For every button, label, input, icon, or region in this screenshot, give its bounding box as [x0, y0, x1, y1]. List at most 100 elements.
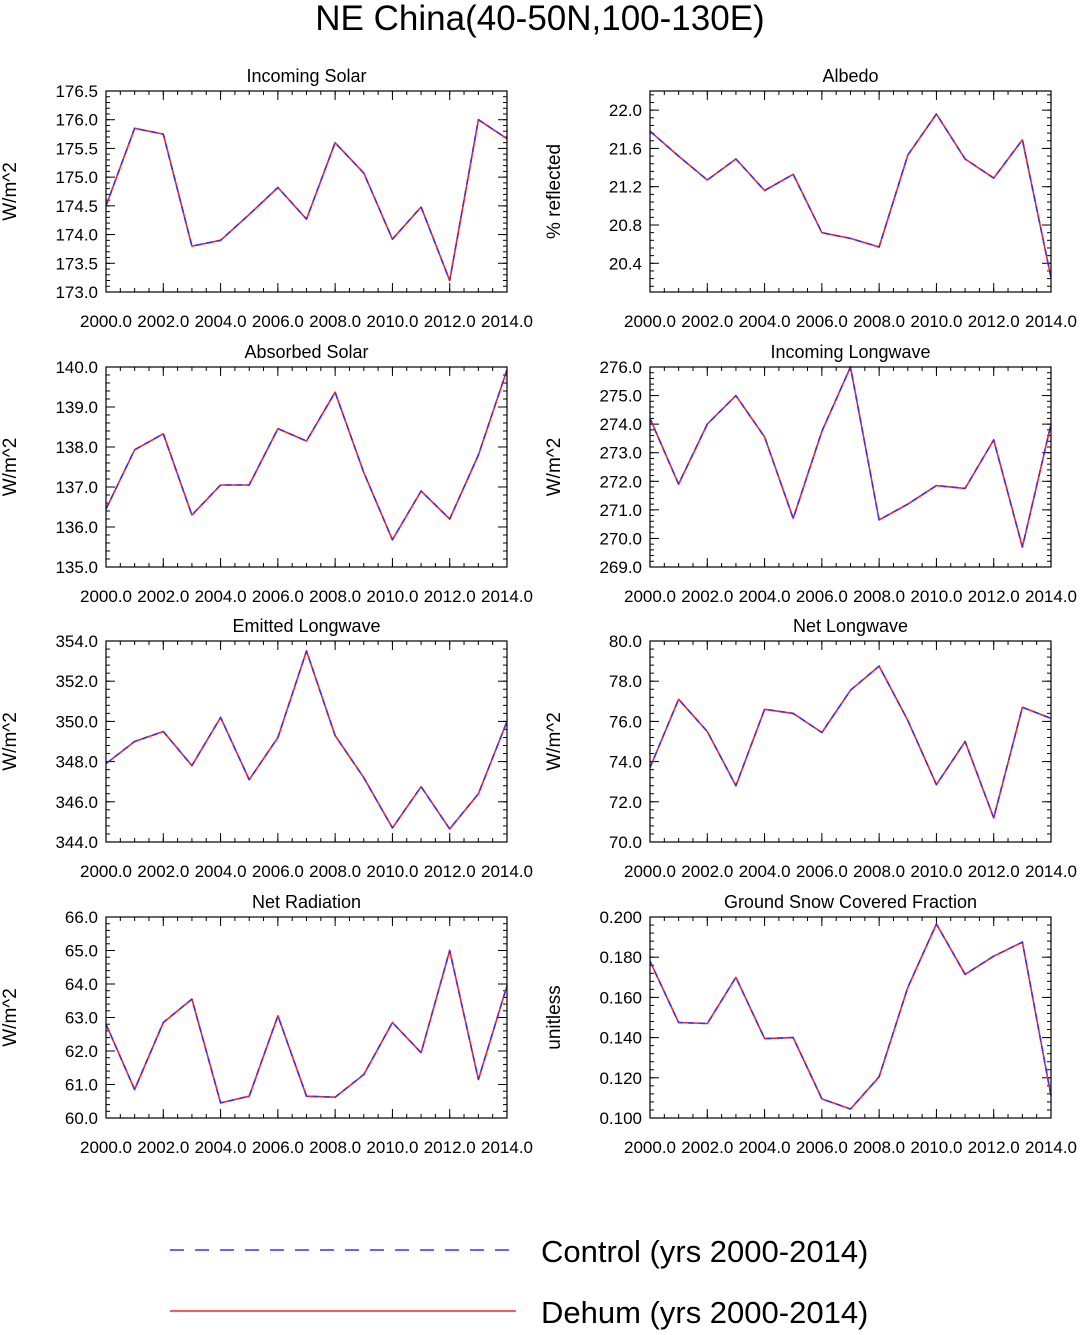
x-tick-label: 2002.0	[137, 1138, 189, 1157]
y-tick-label: 174.0	[55, 226, 98, 245]
x-tick-label: 2008.0	[309, 587, 361, 606]
series-line-dehum	[649, 366, 1052, 548]
y-axis-label: W/m^2	[0, 162, 21, 221]
plot-frame	[649, 90, 1052, 293]
y-tick-label: 350.0	[55, 712, 98, 731]
x-tick-label: 2014.0	[481, 312, 533, 331]
y-tick-label: 176.0	[55, 111, 98, 130]
y-tick-label: 0.100	[599, 1109, 642, 1128]
legend-control-label: Control (yrs 2000-2014)	[541, 1234, 868, 1269]
x-tick-label: 2010.0	[366, 587, 418, 606]
chart-panel: Absorbed Solar W/m^2 2000.0 2002.0 2004.0 200…	[0, 342, 533, 606]
chart-panel: Net Radiation W/m^2 2000.0 2002.0 2004.0 2006…	[0, 892, 533, 1157]
y-tick-label: 63.0	[65, 1009, 98, 1028]
y-tick-label: 76.0	[609, 712, 642, 731]
series-line-control	[105, 949, 508, 1104]
x-tick-label: 2012.0	[424, 587, 476, 606]
x-tick-label: 2000.0	[624, 587, 676, 606]
x-tick-label: 2008.0	[309, 1138, 361, 1157]
plot-frame	[105, 90, 508, 293]
y-tick-label: 62.0	[65, 1042, 98, 1061]
chart-title: Incoming Longwave	[770, 342, 930, 362]
x-tick-label: 2000.0	[624, 1138, 676, 1157]
x-tick-label: 2010.0	[910, 587, 962, 606]
series-line-dehum	[649, 665, 1052, 819]
x-tick-label: 2012.0	[968, 1138, 1020, 1157]
y-tick-label: 20.8	[609, 216, 642, 235]
series-line-dehum	[105, 650, 508, 830]
y-tick-label: 70.0	[609, 833, 642, 852]
plot-frame	[649, 916, 1052, 1119]
x-tick-label: 2012.0	[968, 587, 1020, 606]
y-tick-label: 78.0	[609, 672, 642, 691]
y-tick-label: 0.180	[599, 948, 642, 967]
y-tick-label: 176.5	[55, 82, 98, 101]
x-tick-label: 2006.0	[252, 587, 304, 606]
x-tick-label: 2014.0	[481, 1138, 533, 1157]
y-tick-label: 270.0	[599, 529, 642, 548]
chart-title: Incoming Solar	[246, 66, 366, 86]
series-line-control	[105, 650, 508, 830]
y-tick-label: 21.2	[609, 178, 642, 197]
chart-title: Absorbed Solar	[244, 342, 368, 362]
chart-panel: Incoming Longwave W/m^2 2000.0 2002.0 2004.0…	[544, 342, 1077, 606]
x-tick-label: 2004.0	[195, 1138, 247, 1157]
y-tick-label: 274.0	[599, 415, 642, 434]
x-tick-label: 2014.0	[1025, 1138, 1077, 1157]
y-tick-label: 60.0	[65, 1109, 98, 1128]
x-tick-label: 2006.0	[252, 862, 304, 881]
x-tick-label: 2010.0	[366, 1138, 418, 1157]
x-tick-label: 2000.0	[624, 862, 676, 881]
x-tick-label: 2010.0	[910, 1138, 962, 1157]
x-tick-label: 2002.0	[137, 587, 189, 606]
plot-frame	[649, 366, 1052, 568]
y-axis-label: W/m^2	[0, 988, 21, 1047]
x-tick-label: 2002.0	[681, 312, 733, 331]
x-tick-label: 2000.0	[80, 312, 132, 331]
series-line-control	[649, 113, 1052, 278]
y-tick-label: 65.0	[65, 942, 98, 961]
x-tick-label: 2006.0	[796, 587, 848, 606]
x-tick-label: 2014.0	[481, 862, 533, 881]
y-tick-label: 344.0	[55, 833, 98, 852]
figure-title: NE China(40-50N,100-130E)	[315, 0, 764, 38]
y-axis-label: W/m^2	[544, 438, 565, 497]
y-tick-label: 273.0	[599, 444, 642, 463]
x-tick-label: 2010.0	[366, 312, 418, 331]
x-tick-label: 2002.0	[137, 862, 189, 881]
chart-panel: Albedo % reflected 2000.0 2002.0 2004.0 2006.…	[544, 66, 1077, 331]
y-tick-label: 137.0	[55, 478, 98, 497]
series-line-dehum	[105, 369, 508, 541]
series-line-control	[649, 665, 1052, 819]
y-tick-label: 348.0	[55, 753, 98, 772]
x-tick-label: 2006.0	[796, 862, 848, 881]
x-tick-label: 2000.0	[80, 1138, 132, 1157]
series-line-control	[105, 118, 508, 282]
plot-frame	[105, 916, 508, 1119]
x-tick-label: 2000.0	[80, 862, 132, 881]
x-tick-label: 2012.0	[968, 312, 1020, 331]
y-tick-label: 276.0	[599, 358, 642, 377]
chart-panel: Incoming Solar W/m^2 2000.0 2002.0 2004.0 200…	[0, 66, 533, 331]
x-tick-label: 2000.0	[80, 587, 132, 606]
y-tick-label: 138.0	[55, 438, 98, 457]
x-tick-label: 2004.0	[739, 312, 791, 331]
series-line-dehum	[105, 949, 508, 1104]
y-axis-label: W/m^2	[0, 712, 21, 771]
x-tick-label: 2010.0	[910, 312, 962, 331]
chart-title: Emitted Longwave	[232, 616, 380, 636]
y-tick-label: 139.0	[55, 398, 98, 417]
y-tick-label: 0.140	[599, 1029, 642, 1048]
y-tick-label: 271.0	[599, 501, 642, 520]
y-axis-label: W/m^2	[0, 438, 21, 497]
y-tick-label: 72.0	[609, 793, 642, 812]
chart-panel: Emitted Longwave W/m^2 2000.0 2002.0 2004.0 2…	[0, 616, 533, 881]
chart-title: Albedo	[822, 66, 878, 86]
y-tick-label: 175.0	[55, 168, 98, 187]
x-tick-label: 2014.0	[1025, 862, 1077, 881]
y-tick-label: 175.5	[55, 139, 98, 158]
x-tick-label: 2008.0	[309, 862, 361, 881]
y-tick-label: 173.5	[55, 254, 98, 273]
